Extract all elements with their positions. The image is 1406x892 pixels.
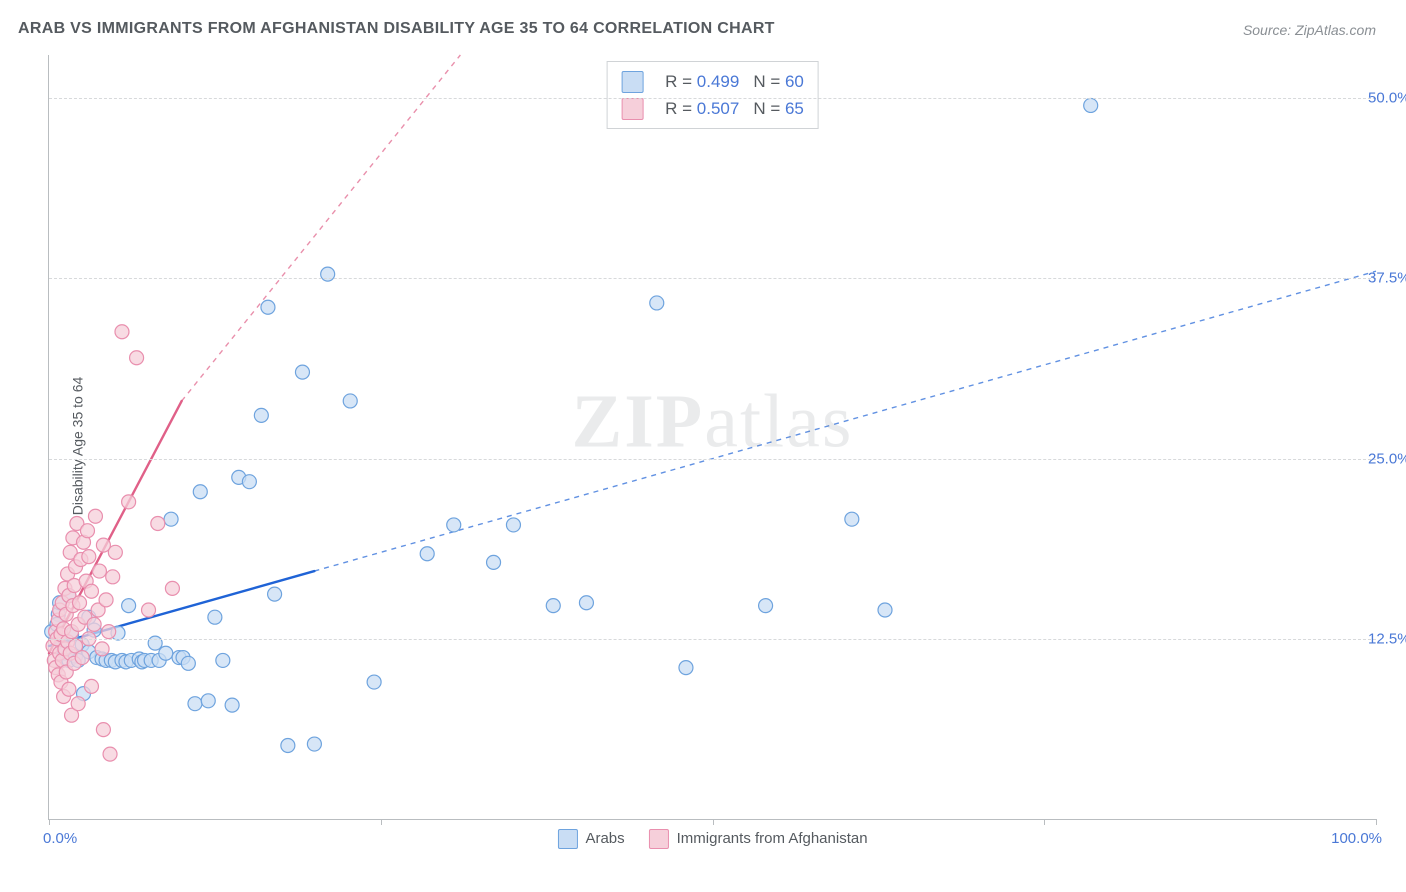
swatch-afghan: [621, 98, 643, 120]
x-tick-label-left: 0.0%: [43, 830, 77, 847]
stats-row-arabs: R = 0.499 N = 60: [621, 68, 804, 95]
x-tick-label-right: 100.0%: [1331, 830, 1382, 847]
stats-legend: R = 0.499 N = 60 R = 0.507 N = 65: [606, 61, 819, 129]
plot-area: ZIPatlas R = 0.499 N = 60 R = 0.507 N = …: [48, 55, 1376, 820]
swatch-arabs: [621, 71, 643, 93]
legend-item-arabs: Arabs: [557, 829, 624, 849]
chart-title: ARAB VS IMMIGRANTS FROM AFGHANISTAN DISA…: [18, 20, 775, 38]
y-tick-label: 12.5%: [1368, 630, 1406, 647]
y-tick-label: 50.0%: [1368, 90, 1406, 107]
series-legend: Arabs Immigrants from Afghanistan: [557, 829, 867, 849]
source-credit: Source: ZipAtlas.com: [1243, 22, 1376, 38]
chart-svg: [49, 55, 1376, 819]
y-tick-label: 25.0%: [1368, 450, 1406, 467]
swatch-arabs-icon: [557, 829, 577, 849]
y-tick-label: 37.5%: [1368, 270, 1406, 287]
stats-row-afghan: R = 0.507 N = 65: [621, 95, 804, 122]
chart-container: ARAB VS IMMIGRANTS FROM AFGHANISTAN DISA…: [0, 0, 1406, 892]
legend-item-afghan: Immigrants from Afghanistan: [649, 829, 868, 849]
swatch-afghan-icon: [649, 829, 669, 849]
